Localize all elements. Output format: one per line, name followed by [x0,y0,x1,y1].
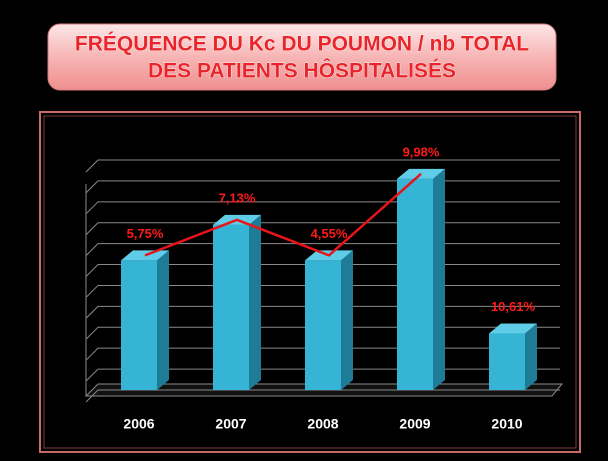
x-tick-label: 2006 [123,416,154,432]
x-tick-label: 2010 [491,416,522,432]
title-box [47,23,557,91]
plot-frame [39,111,581,453]
data-label: 10,61% [491,299,536,314]
bar [397,178,433,390]
data-label: 7,13% [219,190,256,205]
bar [489,333,525,390]
bar-top [121,250,169,261]
chart-title: DES PATIENTS HÔSPITALISÉS [148,59,456,83]
bar [121,260,157,390]
data-label: 9,98% [403,144,440,159]
bar-side [433,168,445,390]
bar [213,224,249,390]
chart-title: FRÉQUENCE DU Kc DU POUMON / nb TOTAL [75,33,529,56]
bar-top [489,323,537,334]
x-tick-label: 2009 [399,416,430,432]
bar-side [157,250,169,390]
bar-side [341,250,353,390]
grid-line [85,159,560,173]
bar-side [249,214,261,390]
bar-side [525,323,537,390]
bar [305,260,341,390]
data-label: 5,75% [127,226,164,241]
plot-frame [43,115,577,449]
line [144,172,422,257]
grid-line [85,180,560,194]
data-label: 4,55% [311,226,348,241]
x-tick-label: 2008 [307,416,338,432]
x-tick-label: 2007 [215,416,246,432]
grid-line [85,201,560,215]
